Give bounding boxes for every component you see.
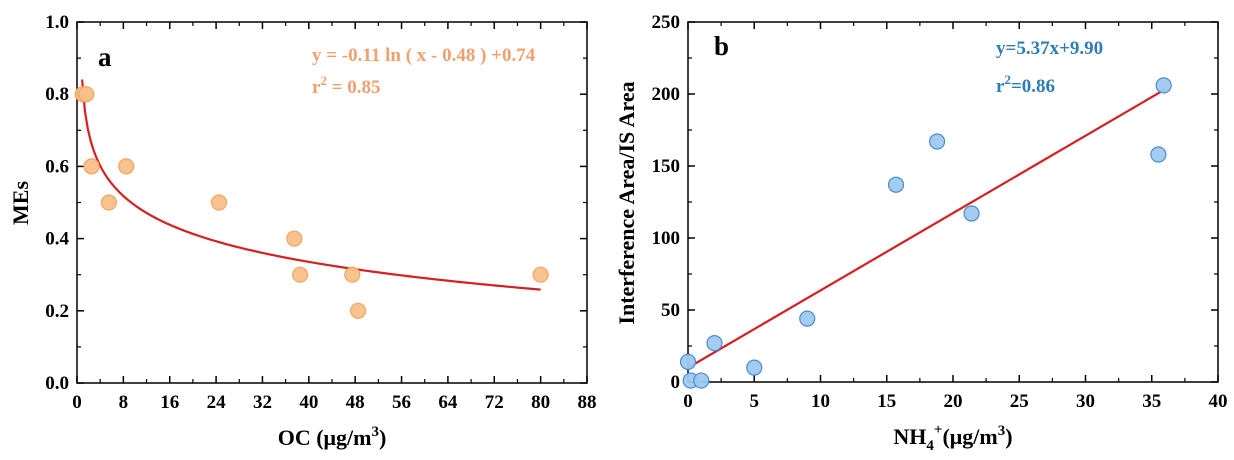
- fit-line: [81, 79, 541, 291]
- x-tick-label: 20: [944, 391, 963, 412]
- x-tick-label: 48: [346, 392, 365, 413]
- panel-b-fit-group: [687, 88, 1166, 369]
- x-tick-label: 56: [392, 392, 411, 413]
- panel-b-points: [679, 77, 1172, 389]
- data-point: [693, 372, 710, 389]
- panel-a-fit-group: [81, 79, 541, 291]
- x-tick-label: 15: [877, 391, 896, 412]
- x-tick-label: 16: [160, 392, 179, 413]
- panel-b-r2: r2=0.86: [996, 72, 1055, 97]
- panel-a-equation: y = -0.11 ln ( x - 0.48 ) +0.74: [312, 45, 536, 66]
- data-point: [292, 266, 309, 283]
- data-point: [532, 266, 549, 283]
- y-tick-label: 0.6: [45, 156, 69, 177]
- panel-a-xlabel: OC (μg/m3): [278, 424, 387, 450]
- data-point: [210, 194, 228, 211]
- x-tick-label: 30: [1076, 391, 1095, 412]
- data-point: [83, 158, 100, 175]
- x-tick-label: 64: [438, 392, 458, 413]
- data-point: [344, 266, 361, 283]
- data-point: [1150, 146, 1167, 163]
- y-tick-label: 50: [661, 300, 680, 321]
- x-tick-label: 72: [485, 392, 504, 413]
- y-tick-label: 0.4: [45, 229, 69, 250]
- y-tick-label: 1.0: [45, 12, 69, 33]
- panel-b-xlabel: NH4+(μg/m3): [893, 422, 1012, 454]
- data-point: [349, 302, 367, 319]
- panel-b-label: b: [714, 31, 729, 61]
- data-point: [78, 86, 95, 103]
- x-tick-label: 80: [531, 392, 550, 413]
- data-point: [799, 310, 816, 327]
- panel-b-equation: y=5.37x+9.90: [996, 38, 1103, 59]
- data-point: [1155, 77, 1172, 94]
- data-point: [746, 359, 763, 376]
- data-point: [706, 335, 723, 352]
- x-tick-label: 40: [299, 392, 318, 413]
- panel-b-ticks: 0 5 10 15 20 25 30 35 40 0 50 100 150 200 250: [652, 12, 1228, 412]
- x-tick-label: 5: [750, 391, 760, 412]
- panel-a-ylabel: MEs: [8, 181, 33, 225]
- x-tick-label: 8: [119, 392, 129, 413]
- data-point: [679, 353, 697, 370]
- x-tick-label: 0: [683, 391, 693, 412]
- x-tick-label: 40: [1209, 391, 1228, 412]
- x-tick-label: 88: [578, 392, 597, 413]
- x-tick-label: 32: [253, 392, 272, 413]
- y-tick-label: 200: [652, 84, 681, 105]
- y-tick-label: 0.2: [45, 301, 69, 322]
- x-tick-label: 10: [811, 391, 830, 412]
- panel-b-frame: [687, 21, 1219, 383]
- x-tick-label: 35: [1142, 391, 1161, 412]
- y-tick-label: 0: [671, 372, 681, 393]
- y-tick-label: 0.8: [45, 84, 69, 105]
- panel-b-ylabel: Interference Area/IS Area: [614, 81, 639, 324]
- fit-line: [687, 88, 1166, 369]
- data-point: [887, 176, 905, 193]
- x-tick-label: 0: [72, 392, 82, 413]
- panel-a-label: a: [98, 42, 112, 72]
- data-point: [963, 205, 980, 222]
- x-tick-label: 25: [1010, 391, 1029, 412]
- data-point: [928, 133, 946, 150]
- x-tick-label: 24: [207, 392, 227, 413]
- data-point: [118, 158, 135, 175]
- panel-b: 0 5 10 15 20 25 30 35 40 0 50 100 150 200 250 b y=5.37…: [614, 12, 1228, 454]
- y-tick-label: 150: [652, 156, 681, 177]
- panel-a-ticks: 0 8 16 24 32 40 48 56 64 72 80 88 0.0 0.2 0.4 0.6 0.8 1.0: [45, 12, 596, 413]
- y-tick-label: 100: [652, 228, 681, 249]
- panel-a-r2: r2 = 0.85: [312, 73, 381, 98]
- panel-a-points: [74, 86, 549, 319]
- y-tick-label: 250: [652, 12, 681, 33]
- data-point: [286, 230, 303, 247]
- panel-a: 0 8 16 24 32 40 48 56 64 72 80 88 0.0 0.2 0.4 0.6 0.8 1.0…: [8, 12, 597, 450]
- y-tick-label: 0.0: [45, 373, 69, 394]
- data-point: [100, 194, 117, 211]
